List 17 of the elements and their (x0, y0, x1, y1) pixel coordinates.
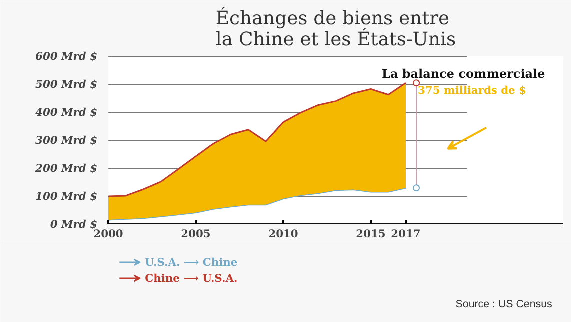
annotation: La balance commerciale (382, 67, 546, 82)
legend-label: U.S.A. ⟶ Chine (145, 256, 238, 269)
legend-label: Chine ⟶ U.S.A. (145, 272, 238, 285)
x-tick-label: 2005 (181, 228, 211, 240)
x-tick-label: 2010 (268, 228, 298, 240)
y-tick-label: 300 Mrd $ (36, 134, 98, 147)
annotation: 375 milliards de $ (418, 84, 526, 98)
y-tick-label: 500 Mrd $ (36, 78, 98, 91)
x-tick-label: 2015 (356, 228, 386, 240)
y-tick-label: 100 Mrd $ (36, 190, 98, 203)
line-series (108, 187, 407, 221)
source-note: Source : US Census (456, 298, 552, 310)
y-tick-label: 200 Mrd $ (34, 162, 98, 175)
x-tick-label: 2017 (391, 228, 421, 240)
y-tick-label: 600 Mrd $ (36, 50, 98, 63)
chart-title: Échanges de biens entre la Chine et les États-Unis (216, 6, 456, 50)
y-tick-label: 400 Mrd $ (36, 106, 98, 119)
